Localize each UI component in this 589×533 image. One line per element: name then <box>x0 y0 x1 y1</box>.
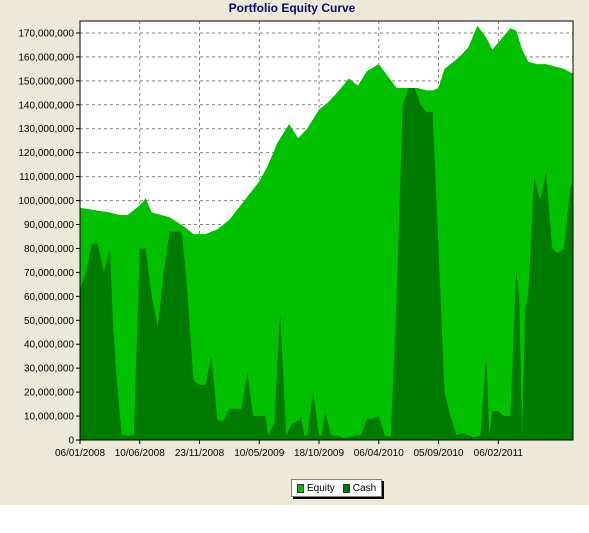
y-tick-label: 30,000,000 <box>24 364 74 375</box>
x-tick-label: 10/06/2008 <box>115 448 165 459</box>
y-tick-label: 10,000,000 <box>24 412 74 423</box>
legend-swatch-equity <box>297 483 304 493</box>
y-tick-label: 80,000,000 <box>24 244 74 255</box>
x-tick-label: 06/04/2010 <box>354 448 404 459</box>
y-tick-label: 50,000,000 <box>24 316 74 327</box>
axes: 0 10,000,000 20,000,000 30,000,000 40,000,00… <box>18 20 574 459</box>
y-tick-label: 70,000,000 <box>24 268 74 279</box>
y-tick-label: 0 <box>68 436 74 447</box>
area-series-cash <box>80 88 573 440</box>
x-tick-label: 06/01/2008 <box>55 448 105 459</box>
y-tick-label: 100,000,000 <box>18 196 74 207</box>
y-tick-label: 120,000,000 <box>18 148 74 159</box>
area-series-equity <box>80 25 573 441</box>
y-tick-label: 110,000,000 <box>19 172 74 183</box>
chart-panel: Portfolio Equity Curve 0 10,000,000 20,000… <box>0 0 589 505</box>
y-tick-label: 150,000,000 <box>18 76 74 87</box>
x-tick-label: 18/10/2009 <box>294 448 344 459</box>
x-tick-label: 06/02/2011 <box>474 448 524 459</box>
x-tick-label: 05/09/2010 <box>414 448 464 459</box>
y-tick-label: 160,000,000 <box>18 52 74 63</box>
y-tick-label: 170,000,000 <box>18 28 74 39</box>
x-tick-label: 10/05/2009 <box>234 448 284 459</box>
x-tick-label: 23/11/2008 <box>175 448 225 459</box>
y-tick-label: 20,000,000 <box>24 388 74 399</box>
plot-frame <box>79 20 574 441</box>
series-layer <box>80 25 573 441</box>
chart-title: Portfolio Equity Curve <box>229 1 356 15</box>
y-tick-label: 140,000,000 <box>18 100 74 111</box>
y-tick-label: 90,000,000 <box>24 220 74 231</box>
legend-item-equity: Equity <box>297 483 335 494</box>
legend-item-cash: Cash <box>342 482 377 494</box>
y-tick-label: 130,000,000 <box>18 124 74 135</box>
y-tick-label: 40,000,000 <box>24 340 74 351</box>
equity-curve-chart: Portfolio Equity Curve 0 10,000,000 20,000… <box>18 1 574 459</box>
y-tick-label: 60,000,000 <box>24 292 74 303</box>
legend-label-equity: Equity <box>307 482 335 494</box>
legend-label-cash: Cash <box>352 482 377 494</box>
legend: Equity Cash <box>291 479 383 497</box>
legend-swatch-cash <box>342 483 350 493</box>
